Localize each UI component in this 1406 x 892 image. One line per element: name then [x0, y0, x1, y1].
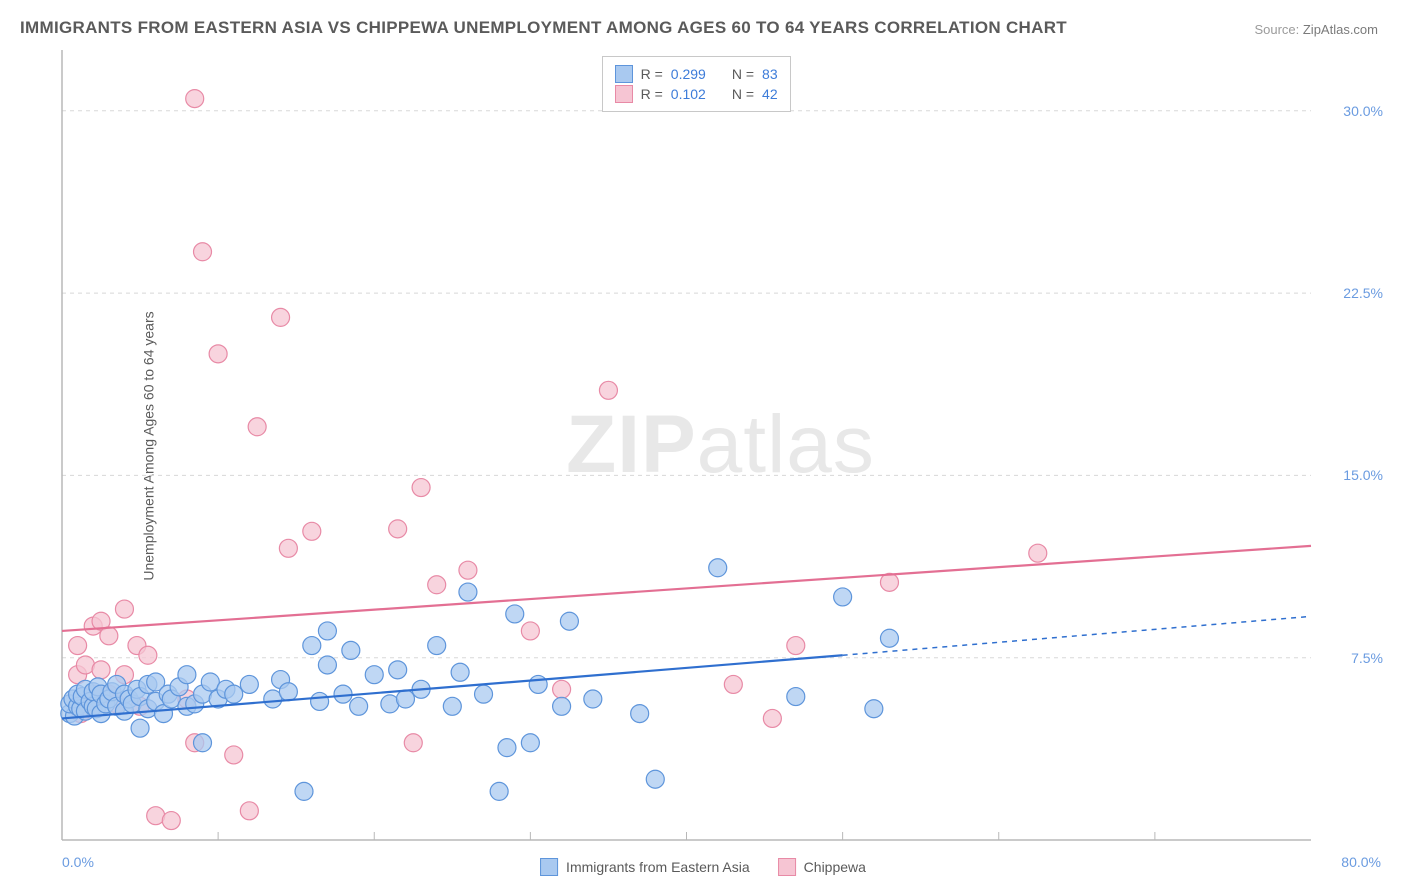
stats-row-2: R = 0.102 N = 42	[615, 85, 778, 103]
y-tick-label: 15.0%	[1343, 467, 1383, 483]
source-link[interactable]: ZipAtlas.com	[1303, 22, 1378, 37]
chart-svg	[60, 48, 1381, 842]
x-tick-label-max: 80.0%	[1341, 854, 1381, 870]
source-prefix: Source:	[1254, 22, 1302, 37]
y-tick-label: 7.5%	[1351, 650, 1383, 666]
source-attribution: Source: ZipAtlas.com	[1254, 22, 1378, 37]
swatch-series-1-icon	[540, 858, 558, 876]
r-label: R =	[641, 66, 663, 82]
legend-item-1: Immigrants from Eastern Asia	[540, 858, 750, 876]
r-label: R =	[641, 86, 663, 102]
stats-legend: R = 0.299 N = 83 R = 0.102 N = 42	[602, 56, 791, 112]
r-value-1: 0.299	[671, 66, 706, 82]
swatch-series-2	[615, 85, 633, 103]
n-label: N =	[732, 66, 754, 82]
legend-label-2: Chippewa	[804, 859, 866, 875]
n-label: N =	[732, 86, 754, 102]
swatch-series-1	[615, 65, 633, 83]
y-tick-label: 30.0%	[1343, 103, 1383, 119]
swatch-series-2-icon	[778, 858, 796, 876]
stats-row-1: R = 0.299 N = 83	[615, 65, 778, 83]
chart-title: IMMIGRANTS FROM EASTERN ASIA VS CHIPPEWA…	[20, 18, 1067, 38]
series-legend: Immigrants from Eastern Asia Chippewa	[540, 858, 866, 876]
legend-label-1: Immigrants from Eastern Asia	[566, 859, 750, 875]
x-tick-label-min: 0.0%	[62, 854, 94, 870]
n-value-2: 42	[762, 86, 778, 102]
plot-area: ZIPatlas R = 0.299 N = 83 R = 0.102 N = …	[60, 48, 1381, 842]
r-value-2: 0.102	[671, 86, 706, 102]
legend-item-2: Chippewa	[778, 858, 866, 876]
y-tick-label: 22.5%	[1343, 285, 1383, 301]
n-value-1: 83	[762, 66, 778, 82]
